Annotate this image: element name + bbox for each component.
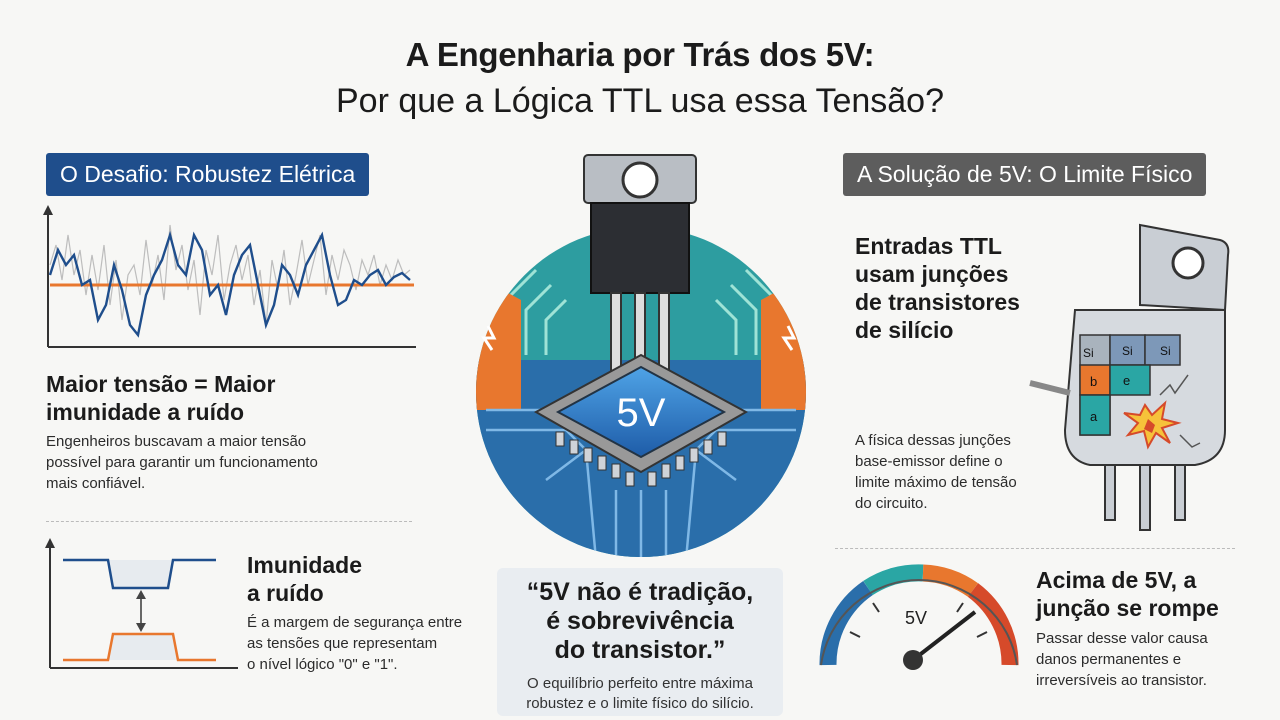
solution-badge: A Solução de 5V: O Limite Físico (843, 153, 1207, 196)
noise-trace (49, 224, 411, 326)
quote-text: “5V não é tradição, é sobrevivência do tra… (526, 578, 754, 664)
divider (46, 521, 412, 522)
breakdown-text: Passar desse valor causa danos permanente… (1036, 630, 1208, 689)
quote-box (497, 568, 783, 716)
high-level-trace (63, 558, 216, 590)
ttl-junction-heading: Entradas TTL usam junções de transistores… (855, 233, 1020, 343)
low-level-trace (63, 632, 216, 662)
challenge-badge: O Desafio: Robustez Elétrica (46, 153, 370, 196)
svg-text:a: a (1090, 409, 1098, 424)
voltage-gauge: 5V (819, 564, 1019, 670)
svg-text:Si: Si (1122, 344, 1133, 358)
margin-heading: Imunidade a ruído (247, 552, 363, 606)
chip-illustration: 5V (476, 154, 806, 557)
page-title: A Engenharia por Trás dos 5V: (405, 36, 875, 73)
svg-text:Si: Si (1083, 346, 1094, 360)
svg-text:Si: Si (1160, 344, 1171, 358)
noise-immunity-text: Engenheiros buscavam a maior tensão possí… (46, 433, 318, 492)
junction-physics-text: A física dessas junções base-emissor defi… (855, 432, 1017, 512)
chip-label: 5V (617, 391, 666, 435)
svg-text:e: e (1123, 373, 1130, 388)
page-subtitle: Por que a Lógica TTL usa essa Tensão? (336, 82, 944, 120)
noise-immunity-heading: Maior tensão = Maior imunidade a ruído (46, 371, 276, 425)
divider-right (835, 548, 1235, 549)
noise-signal-chart (43, 205, 416, 348)
noise-margin-diagram (45, 538, 238, 669)
svg-text:b: b (1090, 374, 1097, 389)
breakdown-heading: Acima de 5V, a junção se rompe (1036, 567, 1219, 621)
signal-trace (48, 230, 411, 338)
gauge-label: 5V (905, 608, 927, 628)
transistor-cutaway: Si Si Si b e a (1029, 223, 1230, 531)
quote-subtext: O equilíbrio perfeito entre máxima robust… (526, 675, 754, 712)
margin-text: É a margem de segurança entre as tensões … (247, 614, 463, 673)
